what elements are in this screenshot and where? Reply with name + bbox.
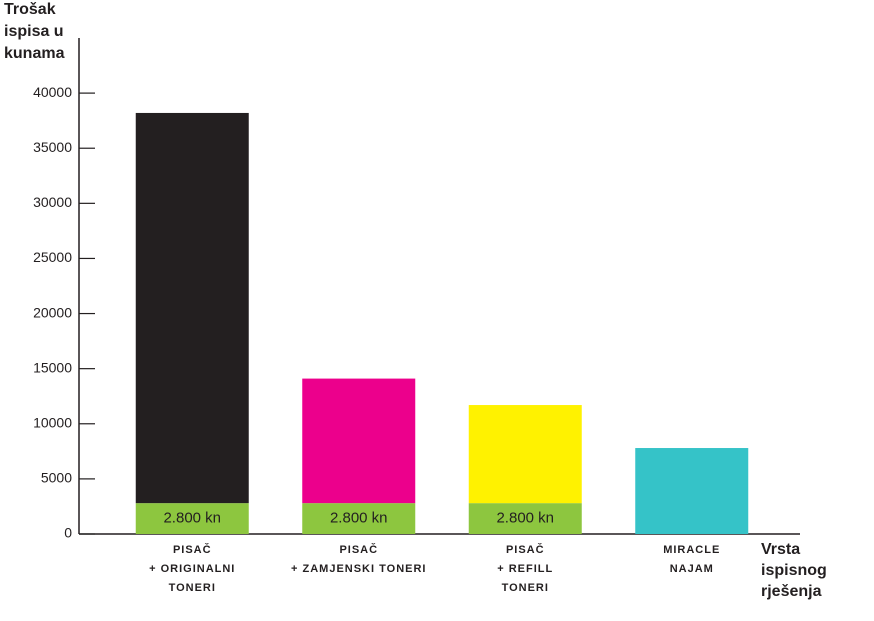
bar-segment (135, 503, 249, 534)
x-tick-label: + ZAMJENSKI TONERI (291, 563, 426, 575)
y-tick-label: 30000 (33, 194, 72, 210)
bar-segment (468, 503, 582, 534)
bar-segment (468, 405, 582, 504)
y-tick-label: 35000 (33, 139, 72, 155)
value-label: 2.800 kn (330, 510, 388, 527)
x-axis-label: Vrsta (761, 541, 800, 558)
y-axis-label: kunama (4, 45, 65, 62)
y-tick-label: 25000 (33, 249, 72, 265)
y-tick-label: 0 (64, 525, 72, 541)
x-axis-label: rješenja (761, 583, 822, 600)
y-tick-label: 10000 (33, 414, 72, 430)
x-tick-label: TONERI (502, 582, 549, 594)
bar-segment (135, 112, 249, 504)
bar-segment (302, 503, 416, 534)
x-tick-label: PISAČ (339, 543, 378, 556)
y-axis-label: Trošak (4, 1, 56, 18)
y-tick-label: 15000 (33, 359, 72, 375)
y-tick-label: 20000 (33, 304, 72, 320)
x-axis-label: ispisnog (761, 562, 827, 579)
x-tick-label: TONERI (169, 582, 216, 594)
x-tick-label: + REFILL (497, 563, 553, 575)
y-tick-label: 5000 (41, 470, 72, 486)
x-tick-label: NAJAM (670, 563, 714, 575)
value-label: 2.800 kn (496, 510, 554, 527)
x-tick-label: PISAČ (506, 543, 545, 556)
x-tick-label: MIRACLE (663, 544, 720, 556)
y-tick-label: 40000 (33, 84, 72, 100)
y-axis-label: ispisa u (4, 23, 64, 40)
value-label: 2.800 kn (163, 510, 221, 527)
x-tick-label: PISAČ (173, 543, 212, 556)
bar-segment (635, 448, 749, 534)
x-tick-label: + ORIGINALNI (149, 563, 235, 575)
bar-segment (302, 378, 416, 504)
